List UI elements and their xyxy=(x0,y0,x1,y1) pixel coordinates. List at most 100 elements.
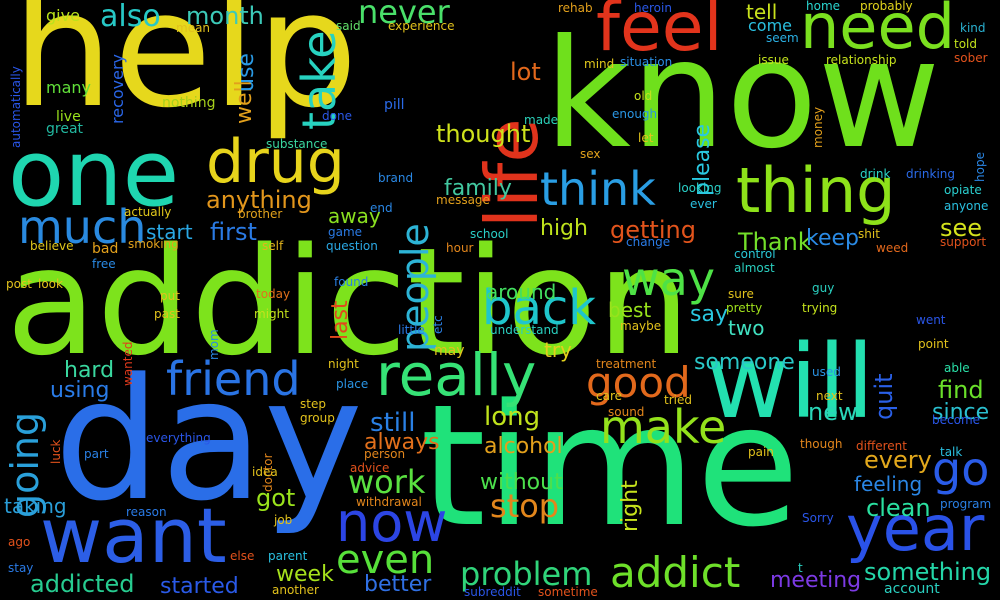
cloud-word: sex xyxy=(580,147,601,161)
cloud-word: actually xyxy=(124,205,172,219)
cloud-word: mind xyxy=(584,57,615,71)
cloud-word: addicted xyxy=(30,570,135,598)
cloud-word: stay xyxy=(8,561,34,575)
cloud-word: mean xyxy=(176,21,211,35)
cloud-word: tried xyxy=(664,393,692,407)
cloud-word: say xyxy=(690,302,728,327)
cloud-word: start xyxy=(146,220,193,244)
cloud-word: give xyxy=(46,6,80,25)
cloud-word: school xyxy=(470,227,509,241)
cloud-word: guy xyxy=(812,281,835,295)
cloud-word: long xyxy=(484,402,541,432)
cloud-word: feel xyxy=(596,0,723,67)
cloud-word: using xyxy=(50,378,110,403)
cloud-word: work xyxy=(348,463,426,501)
cloud-word: keep xyxy=(806,226,859,251)
cloud-word: hard xyxy=(64,358,115,383)
cloud-word: become xyxy=(932,413,981,427)
cloud-word: good xyxy=(586,358,691,407)
cloud-word: new xyxy=(808,398,858,426)
cloud-word: started xyxy=(160,574,239,599)
cloud-word: help xyxy=(12,0,358,143)
cloud-word: probably xyxy=(860,0,913,13)
cloud-word: trying xyxy=(802,301,838,315)
cloud-word: month xyxy=(186,2,264,30)
cloud-word: never xyxy=(358,0,450,31)
cloud-word: nothing xyxy=(162,95,216,111)
cloud-word: without xyxy=(480,470,563,495)
cloud-word: tell xyxy=(746,0,778,24)
cloud-word: two xyxy=(728,316,765,340)
cloud-word: game xyxy=(328,225,363,239)
cloud-word: may xyxy=(434,343,465,359)
cloud-word: addiction xyxy=(6,216,691,388)
cloud-word: live xyxy=(56,109,81,125)
cloud-word: need xyxy=(800,0,955,63)
cloud-word: drug xyxy=(206,127,345,197)
cloud-word: anyone xyxy=(944,199,989,213)
cloud-word: place xyxy=(336,377,369,391)
cloud-word: home xyxy=(806,0,841,13)
cloud-word: person xyxy=(364,447,406,461)
cloud-word: reason xyxy=(126,505,167,519)
cloud-word: best xyxy=(608,298,652,322)
cloud-word: today xyxy=(256,287,291,301)
cloud-word: back xyxy=(482,280,597,336)
cloud-word: right xyxy=(618,480,643,532)
cloud-word: Sorry xyxy=(802,511,834,525)
cloud-word: bad xyxy=(92,241,119,257)
cloud-word: ever xyxy=(690,197,717,211)
cloud-word: away xyxy=(328,204,381,228)
cloud-word: anything xyxy=(206,186,312,214)
cloud-word: self xyxy=(262,239,284,253)
cloud-word: high xyxy=(540,216,588,241)
cloud-word: everything xyxy=(146,431,211,445)
cloud-word: lot xyxy=(510,58,541,86)
cloud-word: talk xyxy=(940,445,963,459)
cloud-word: make xyxy=(600,400,727,454)
cloud-word: money xyxy=(811,106,825,148)
cloud-word: now xyxy=(336,491,448,554)
cloud-word: told xyxy=(954,37,977,51)
cloud-word: luck xyxy=(49,439,63,465)
cloud-word: since xyxy=(932,400,990,425)
cloud-word: little xyxy=(398,323,425,337)
cloud-word: t xyxy=(798,561,803,575)
cloud-word: automatically xyxy=(9,66,23,148)
cloud-word: parent xyxy=(268,549,308,563)
cloud-word: group xyxy=(300,411,335,425)
cloud-word: drink xyxy=(860,167,891,181)
cloud-word: drinking xyxy=(906,167,955,181)
cloud-word: post xyxy=(6,277,32,291)
cloud-word: around xyxy=(486,280,557,304)
cloud-word: night xyxy=(328,357,359,371)
cloud-word: year xyxy=(846,492,985,565)
cloud-word: smoking xyxy=(128,237,179,251)
cloud-word: free xyxy=(92,257,116,271)
cloud-word: subreddit xyxy=(464,585,521,599)
cloud-word: though xyxy=(800,437,843,451)
cloud-word: pain xyxy=(748,445,774,459)
cloud-word: great xyxy=(46,121,84,137)
cloud-word: kind xyxy=(960,21,986,35)
cloud-word: use xyxy=(234,53,259,92)
cloud-word: went xyxy=(916,313,946,327)
cloud-word: substance xyxy=(266,137,328,151)
cloud-word: one xyxy=(8,120,180,227)
cloud-word: withdrawal xyxy=(356,495,422,509)
cloud-word: care xyxy=(596,389,623,403)
cloud-word: quit xyxy=(870,373,898,420)
cloud-word: every xyxy=(864,446,932,474)
cloud-word: said xyxy=(336,19,361,33)
cloud-word: change xyxy=(626,235,671,249)
cloud-word: way xyxy=(622,252,716,306)
cloud-word: treatment xyxy=(596,357,657,371)
cloud-word: maybe xyxy=(620,319,662,333)
cloud-word: taking xyxy=(4,494,67,518)
cloud-word: message xyxy=(436,193,490,207)
cloud-word: might xyxy=(254,307,289,321)
cloud-word: part xyxy=(84,447,109,461)
cloud-word: sober xyxy=(954,51,988,65)
cloud-word: sometime xyxy=(538,585,598,599)
